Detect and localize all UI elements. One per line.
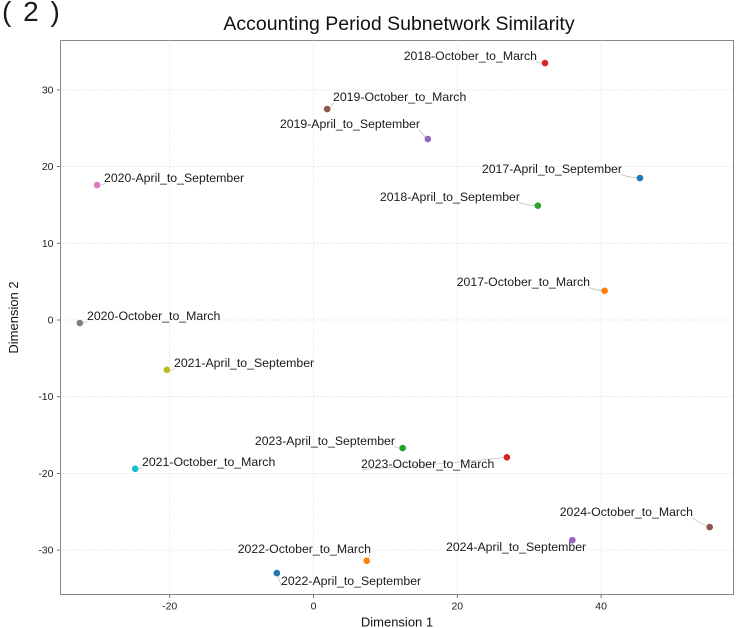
svg-text:2017-October_to_March: 2017-October_to_March <box>457 275 590 289</box>
svg-text:2022-October_to_March: 2022-October_to_March <box>238 542 371 556</box>
svg-text:10: 10 <box>42 238 54 250</box>
svg-text:2017-April_to_September: 2017-April_to_September <box>482 162 622 176</box>
svg-text:-30: -30 <box>38 545 53 557</box>
svg-text:2019-April_to_September: 2019-April_to_September <box>280 117 420 131</box>
svg-text:0: 0 <box>311 601 317 613</box>
svg-text:20: 20 <box>451 601 463 613</box>
svg-text:-20: -20 <box>162 601 177 613</box>
svg-text:Dimension 1: Dimension 1 <box>361 615 433 628</box>
svg-text:2020-October_to_March: 2020-October_to_March <box>87 309 220 323</box>
svg-text:30: 30 <box>42 84 54 96</box>
svg-text:-10: -10 <box>38 391 53 403</box>
svg-text:2024-April_to_September: 2024-April_to_September <box>446 540 586 554</box>
svg-text:2022-April_to_September: 2022-April_to_September <box>281 574 421 588</box>
svg-text:2020-April_to_September: 2020-April_to_September <box>104 171 244 185</box>
svg-text:-20: -20 <box>38 468 53 480</box>
svg-text:2024-October_to_March: 2024-October_to_March <box>560 505 693 519</box>
svg-text:20: 20 <box>42 161 54 173</box>
svg-text:2021-April_to_September: 2021-April_to_September <box>174 356 314 370</box>
svg-text:40: 40 <box>595 601 607 613</box>
svg-text:2018-October_to_March: 2018-October_to_March <box>404 49 537 63</box>
svg-text:2023-April_to_September: 2023-April_to_September <box>255 434 395 448</box>
svg-text:2019-October_to_March: 2019-October_to_March <box>333 90 466 104</box>
svg-text:Accounting Period Subnetwork S: Accounting Period Subnetwork Similarity <box>223 13 574 35</box>
svg-text:Dimension 2: Dimension 2 <box>6 281 21 353</box>
svg-text:2023-October_to_March: 2023-October_to_March <box>361 457 494 471</box>
svg-text:0: 0 <box>48 315 54 327</box>
svg-text:2021-October_to_March: 2021-October_to_March <box>142 455 275 469</box>
svg-text:2018-April_to_September: 2018-April_to_September <box>380 190 520 204</box>
